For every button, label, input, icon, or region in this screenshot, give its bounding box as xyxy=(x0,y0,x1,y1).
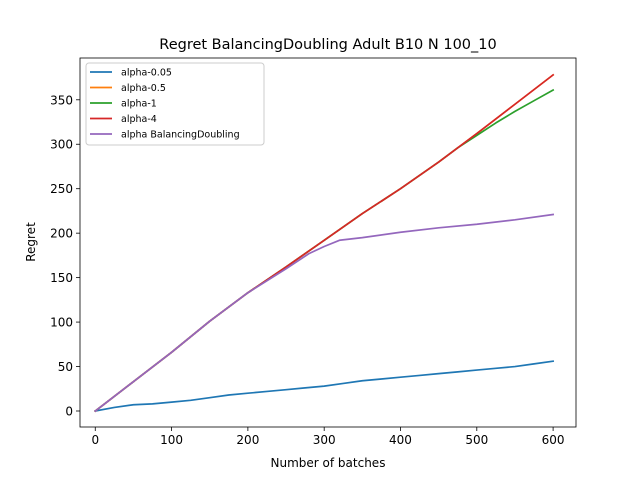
y-tick-label: 350 xyxy=(50,93,73,107)
x-tick-label: 100 xyxy=(160,433,183,447)
x-tick-label: 0 xyxy=(91,433,99,447)
y-tick-label: 250 xyxy=(50,182,73,196)
series-layer xyxy=(94,73,555,413)
legend-label-3: alpha-4 xyxy=(121,114,157,125)
x-tick-label: 600 xyxy=(542,433,565,447)
x-axis-label: Number of batches xyxy=(271,456,386,470)
legend-label-2: alpha-1 xyxy=(121,99,157,110)
legend-box xyxy=(85,62,265,146)
plot-frame xyxy=(79,57,577,428)
legend-label-4: alpha BalancingDoubling xyxy=(121,130,240,141)
series-line-4 xyxy=(94,213,555,413)
y-tick-label: 50 xyxy=(58,360,73,374)
x-tick-label: 500 xyxy=(465,433,488,447)
legend: alpha-0.05 alpha-0.5 alpha-1 alpha-4 alpha B… xyxy=(85,62,265,146)
y-axis: 0 50 100 150 200 250 300 350 xyxy=(50,93,80,418)
y-axis-label: Regret xyxy=(24,222,38,262)
x-tick-label: 400 xyxy=(389,433,412,447)
x-tick-label: 300 xyxy=(313,433,336,447)
x-tick-label: 200 xyxy=(236,433,259,447)
y-tick-label: 0 xyxy=(65,404,73,418)
y-tick-label: 150 xyxy=(50,271,73,285)
legend-label-0: alpha-0.05 xyxy=(121,68,172,79)
x-axis: 0 100 200 300 400 500 600 xyxy=(91,427,565,447)
series-line-0 xyxy=(94,360,555,412)
y-tick-label: 200 xyxy=(50,227,73,241)
y-tick-label: 100 xyxy=(50,316,73,330)
y-tick-label: 300 xyxy=(50,138,73,152)
chart-title: Regret BalancingDoubling Adult B10 N 100… xyxy=(159,37,496,53)
legend-label-1: alpha-0.5 xyxy=(121,83,166,94)
